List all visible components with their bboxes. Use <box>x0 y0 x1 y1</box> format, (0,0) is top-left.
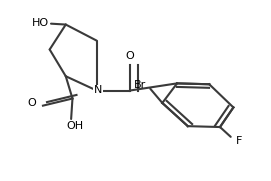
Text: HO: HO <box>32 18 49 28</box>
Text: O: O <box>126 51 134 61</box>
Text: F: F <box>235 136 242 146</box>
Text: N: N <box>94 85 102 96</box>
Text: Br: Br <box>133 80 146 90</box>
Text: OH: OH <box>67 121 84 131</box>
Text: O: O <box>28 98 37 108</box>
